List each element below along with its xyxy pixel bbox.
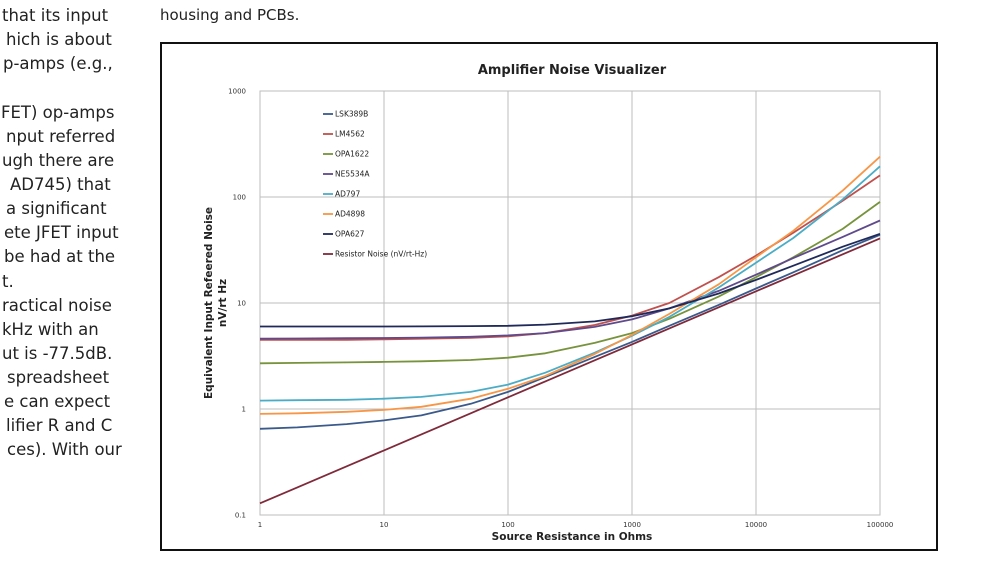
legend: LSK389B LM4562 OPA1622 NE5534A AD797 AD4898 OP… — [323, 110, 427, 259]
article-text-line: e can expect — [4, 392, 111, 411]
x-tick-label: 100000 — [867, 521, 894, 529]
article-text-line: nput referred — [6, 127, 116, 146]
article-text-line: be had at the — [4, 247, 116, 266]
article-text-line: lifier R and C — [6, 416, 113, 435]
series-line — [260, 232, 881, 328]
article-text-line: ut is -77.5dB. — [2, 344, 113, 363]
series-line — [259, 156, 881, 415]
article-text-line: that its input — [2, 6, 109, 25]
y-tick-label: 10 — [237, 300, 246, 308]
y-tick-label: 1000 — [228, 88, 246, 96]
legend-label: Resistor Noise (nV/rt-Hz) — [335, 250, 427, 259]
legend-label: OPA1622 — [335, 150, 369, 159]
article-text-line: hich is about — [6, 30, 112, 49]
y-tick-label: 0.1 — [235, 512, 246, 520]
series-line — [259, 233, 881, 430]
legend-label: AD797 — [335, 190, 360, 199]
x-tick-label: 1000 — [623, 521, 641, 529]
article-text-line: ces). With our — [7, 440, 122, 459]
gridlines — [260, 91, 880, 515]
article-text-line: a significant — [6, 199, 107, 218]
article-text-line: AD745) that — [10, 175, 111, 194]
legend-label: AD4898 — [335, 210, 365, 219]
article-text-line: ete JFET input — [4, 223, 119, 242]
x-tick-label: 100 — [501, 521, 514, 529]
article-text-line: ugh there are — [2, 151, 115, 170]
series-line — [259, 219, 881, 340]
article-text-line: housing and PCBs. — [160, 6, 300, 24]
legend-label: LM4562 — [335, 130, 365, 139]
axis-ticks: 1 10 100 1000 10000 100000 0.1 1 10 100 1000 — [228, 88, 893, 530]
article-text-line: FET) op-amps — [1, 103, 115, 122]
legend-label: NE5534A — [335, 170, 370, 179]
chart-title: Amplifier Noise Visualizer — [478, 63, 667, 78]
legend-label: OPA627 — [335, 230, 365, 239]
y-tick-label: 100 — [233, 194, 246, 202]
article-left-column: that its input hich is about p-amps (e.g.,… — [0, 0, 154, 563]
series-line — [259, 165, 881, 402]
article-text-line: spreadsheet — [7, 368, 110, 387]
y-axis-label: Equivalent Input Refeered Noise — [203, 207, 215, 399]
legend-label: LSK389B — [335, 110, 368, 119]
y-axis-label-unit: nV/rt Hz — [217, 279, 229, 327]
series-line — [259, 237, 881, 505]
article-text-line: p-amps (e.g., — [3, 54, 113, 73]
chart-figure: 1 10 100 1000 10000 100000 0.1 1 10 100 1000 LSK38… — [160, 42, 938, 551]
x-tick-label: 10000 — [745, 521, 767, 529]
article-text-line: kHz with an — [2, 320, 99, 339]
y-tick-label: 1 — [242, 406, 246, 414]
x-axis-label: Source Resistance in Ohms — [492, 531, 653, 543]
x-tick-label: 1 — [258, 521, 262, 529]
series-lines — [259, 156, 881, 505]
chart-svg: 1 10 100 1000 10000 100000 0.1 1 10 100 1000 LSK38… — [203, 63, 893, 543]
article-text-line: t. — [2, 272, 14, 291]
x-tick-label: 10 — [380, 521, 389, 529]
article-text-line: ractical noise — [2, 296, 112, 315]
